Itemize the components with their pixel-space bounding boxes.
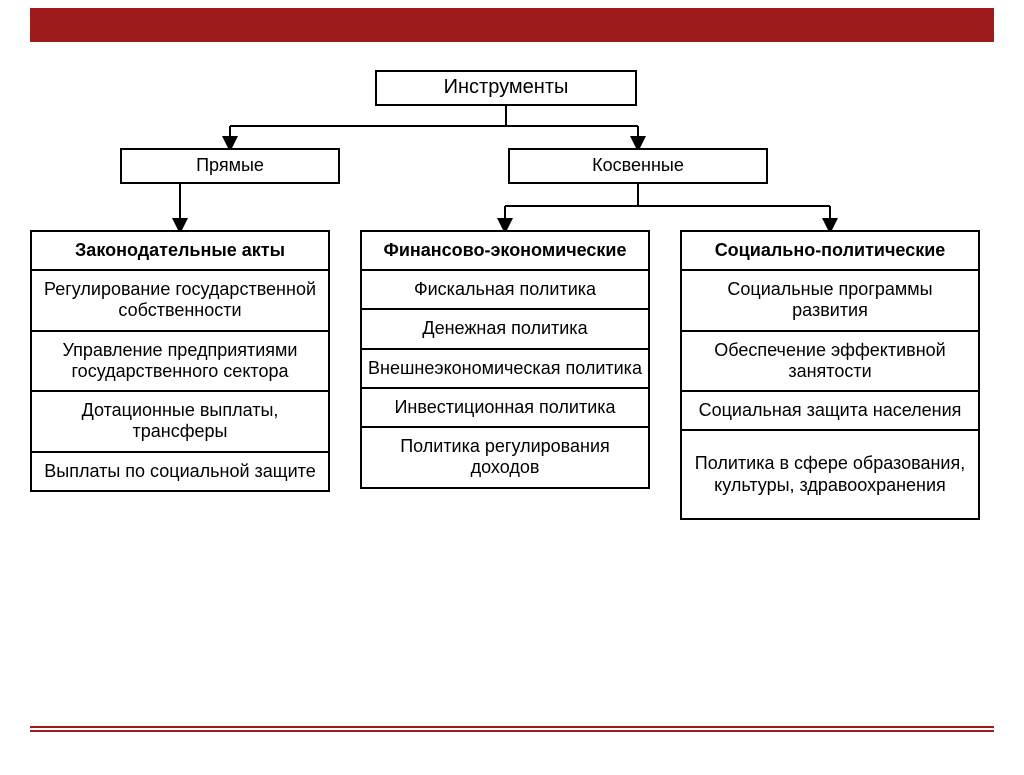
column-socpol-header: Социально-политические bbox=[682, 232, 978, 271]
list-item: Инвестиционная политика bbox=[362, 389, 648, 428]
column-legislative-header: Законодательные акты bbox=[32, 232, 328, 271]
column-fineco: Финансово-экономические Фискальная полит… bbox=[360, 230, 650, 489]
list-item: Управление предприятиями государственног… bbox=[32, 332, 328, 392]
list-item: Обеспечение эффективной занятости bbox=[682, 332, 978, 392]
diagram: Инструменты Прямые Косвенные Законодател… bbox=[30, 70, 994, 720]
branch-direct-label: Прямые bbox=[196, 155, 264, 176]
list-item: Внешнеэкономическая политика bbox=[362, 350, 648, 389]
branch-indirect: Косвенные bbox=[508, 148, 768, 184]
root-label: Инструменты bbox=[444, 76, 569, 100]
list-item: Политика в сфере образования, культуры, … bbox=[682, 431, 978, 517]
list-item: Социальная защита населения bbox=[682, 392, 978, 431]
list-item: Фискальная политика bbox=[362, 271, 648, 310]
branch-direct: Прямые bbox=[120, 148, 340, 184]
list-item: Дотационные выплаты, трансферы bbox=[32, 392, 328, 452]
list-item: Регулирование государственной собственно… bbox=[32, 271, 328, 331]
column-fineco-header: Финансово-экономические bbox=[362, 232, 648, 271]
root-node: Инструменты bbox=[375, 70, 637, 106]
column-legislative: Законодательные акты Регулирование госуд… bbox=[30, 230, 330, 492]
branch-indirect-label: Косвенные bbox=[592, 155, 684, 176]
list-item: Социальные программы развития bbox=[682, 271, 978, 331]
list-item: Политика регулирования доходов bbox=[362, 428, 648, 486]
column-socpol: Социально-политические Социальные програ… bbox=[680, 230, 980, 520]
footer-double-rule bbox=[30, 726, 994, 732]
header-bar bbox=[30, 8, 994, 42]
list-item: Выплаты по социальной защите bbox=[32, 453, 328, 490]
list-item: Денежная политика bbox=[362, 310, 648, 349]
